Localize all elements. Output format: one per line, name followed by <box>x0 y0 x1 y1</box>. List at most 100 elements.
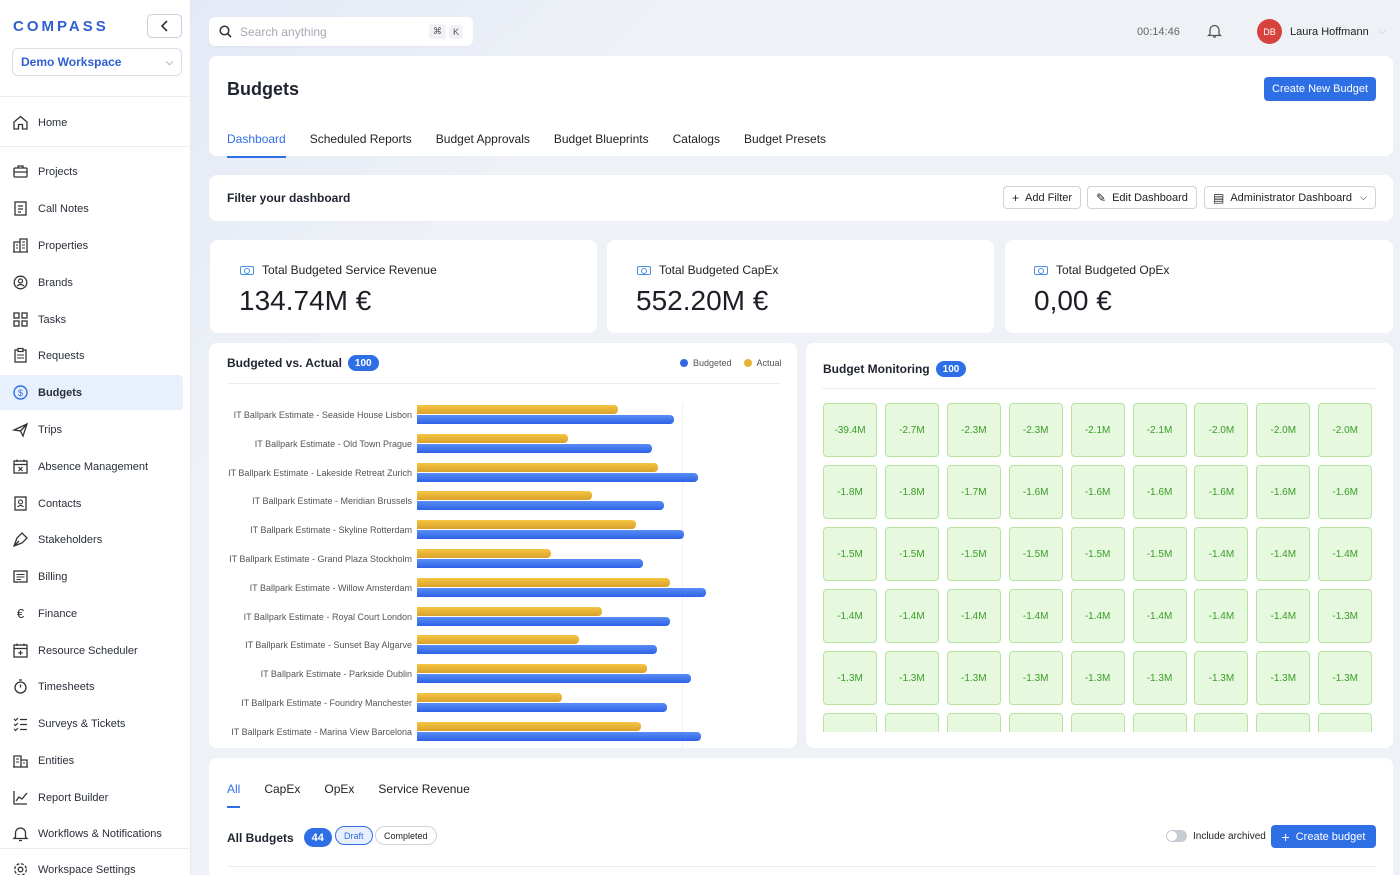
monitoring-tile[interactable]: -1.3M <box>1318 651 1373 705</box>
monitoring-tile[interactable]: -1.7M <box>946 465 1001 519</box>
monitoring-tile[interactable]: -1.3M <box>1256 651 1311 705</box>
tab-catalogs[interactable]: Catalogs <box>672 132 720 146</box>
bar-actual[interactable] <box>417 693 562 702</box>
monitoring-tile[interactable]: -1.4M <box>1318 527 1373 581</box>
include-archived-toggle[interactable] <box>1166 830 1187 842</box>
edit-dashboard-button[interactable]: ✎ Edit Dashboard <box>1087 186 1197 209</box>
monitoring-tile[interactable] <box>1318 713 1373 732</box>
bar-budgeted[interactable] <box>417 731 701 741</box>
monitoring-tile[interactable]: -1.4M <box>1194 527 1249 581</box>
bar-budgeted[interactable] <box>417 674 691 684</box>
monitoring-tile[interactable]: -1.8M <box>884 465 939 519</box>
bar-actual[interactable] <box>417 721 642 731</box>
search-box[interactable]: Search anything ⌘ K <box>209 17 473 46</box>
bar-budgeted[interactable] <box>417 530 684 540</box>
bar-actual[interactable] <box>417 549 552 558</box>
monitoring-tile[interactable]: -1.8M <box>823 465 877 519</box>
bar-actual[interactable] <box>417 491 593 501</box>
tab-service-revenue[interactable]: Service Revenue <box>378 782 470 796</box>
workspace-select[interactable]: Demo Workspace ⌵ <box>12 48 182 76</box>
monitoring-tile[interactable]: -2.1M <box>1132 403 1187 457</box>
sidebar-item-call-notes[interactable]: Call Notes <box>0 191 183 226</box>
sidebar-item-contacts[interactable]: Contacts <box>0 486 183 521</box>
monitoring-tile[interactable]: -2.7M <box>884 403 939 457</box>
bar-budgeted[interactable] <box>417 501 664 511</box>
sidebar-item-tasks[interactable]: Tasks <box>0 302 183 337</box>
tab-capex[interactable]: CapEx <box>264 782 301 796</box>
monitoring-tile[interactable] <box>823 713 877 732</box>
bar-actual[interactable] <box>417 405 618 414</box>
monitoring-tile[interactable]: -1.6M <box>1194 465 1249 519</box>
dashboard-select[interactable]: ▤ Administrator Dashboard ⌵ <box>1204 186 1376 209</box>
monitoring-tile[interactable]: -1.4M <box>884 589 939 643</box>
monitoring-tile[interactable]: -1.3M <box>1318 589 1373 643</box>
sidebar-item-workspace-settings[interactable]: Workspace Settings <box>0 852 183 875</box>
monitoring-tile[interactable]: -1.4M <box>1070 589 1125 643</box>
tab-all[interactable]: All <box>227 782 241 808</box>
monitoring-tile[interactable] <box>1132 713 1187 732</box>
create-new-budget-button[interactable]: Create New Budget <box>1264 77 1376 101</box>
monitoring-tile[interactable]: -1.3M <box>946 651 1001 705</box>
bar-budgeted[interactable] <box>417 645 657 655</box>
monitoring-tile[interactable]: -1.5M <box>1070 527 1125 581</box>
monitoring-tile[interactable]: -1.4M <box>1132 589 1187 643</box>
app-logo[interactable]: COMPASS <box>13 18 109 35</box>
monitoring-tile[interactable]: -2.0M <box>1256 403 1311 457</box>
monitoring-tile[interactable]: -1.4M <box>1194 589 1249 643</box>
monitoring-tile[interactable]: -1.4M <box>1256 527 1311 581</box>
bar-budgeted[interactable] <box>417 443 652 453</box>
monitoring-tile[interactable]: -1.6M <box>1318 465 1373 519</box>
bar-budgeted[interactable] <box>417 415 674 424</box>
monitoring-tile[interactable]: -1.6M <box>1256 465 1311 519</box>
monitoring-tile[interactable]: -1.4M <box>946 589 1001 643</box>
create-budget-button[interactable]: + Create budget <box>1271 825 1376 848</box>
monitoring-tile[interactable]: -1.3M <box>884 651 939 705</box>
tab-opex[interactable]: OpEx <box>324 782 355 796</box>
sidebar-item-properties[interactable]: Properties <box>0 228 183 263</box>
bar-actual[interactable] <box>417 606 603 616</box>
sidebar-item-workflows-notifications[interactable]: Workflows & Notifications <box>0 816 183 851</box>
monitoring-tile[interactable]: -1.6M <box>1132 465 1187 519</box>
monitoring-tile[interactable] <box>1070 713 1125 732</box>
monitoring-tile[interactable]: -1.5M <box>946 527 1001 581</box>
monitoring-tile[interactable]: -1.3M <box>1194 651 1249 705</box>
bar-budgeted[interactable] <box>417 559 644 568</box>
monitoring-tile[interactable]: -1.4M <box>823 589 877 643</box>
sidebar-item-trips[interactable]: Trips <box>0 412 183 447</box>
bar-budgeted[interactable] <box>417 616 671 626</box>
monitoring-tile[interactable] <box>946 713 1001 732</box>
sidebar-item-absence-management[interactable]: Absence Management <box>0 449 183 484</box>
notifications-bell-icon[interactable] <box>1206 23 1223 42</box>
sidebar-item-entities[interactable]: Entities <box>0 743 183 778</box>
search-input[interactable]: Search anything <box>240 24 327 39</box>
monitoring-tile[interactable]: -1.5M <box>1132 527 1187 581</box>
monitoring-tile[interactable]: -2.3M <box>1008 403 1063 457</box>
monitoring-tile[interactable]: -1.3M <box>823 651 877 705</box>
monitoring-tile[interactable]: -1.5M <box>884 527 939 581</box>
sidebar-item-stakeholders[interactable]: Stakeholders <box>0 522 183 557</box>
sidebar-item-report-builder[interactable]: Report Builder <box>0 780 183 815</box>
monitoring-tile[interactable]: -1.5M <box>823 527 877 581</box>
monitoring-tile[interactable]: -1.3M <box>1070 651 1125 705</box>
monitoring-tile[interactable] <box>1256 713 1311 732</box>
bar-budgeted[interactable] <box>417 587 706 597</box>
tab-scheduled-reports[interactable]: Scheduled Reports <box>309 132 412 146</box>
monitoring-tile[interactable]: -1.3M <box>1132 651 1187 705</box>
monitoring-tile[interactable]: -1.5M <box>1008 527 1063 581</box>
monitoring-tile[interactable]: -2.0M <box>1318 403 1373 457</box>
sidebar-item-requests[interactable]: Requests <box>0 338 183 373</box>
user-menu[interactable]: DB Laura Hoffmann ⌵ <box>1257 19 1386 44</box>
monitoring-tile[interactable]: -2.3M <box>946 403 1001 457</box>
monitoring-tile[interactable] <box>884 713 939 732</box>
sidebar-item-brands[interactable]: Brands <box>0 265 183 300</box>
collapse-sidebar-button[interactable] <box>147 14 182 38</box>
filter-chip-completed[interactable]: Completed <box>375 826 437 845</box>
monitoring-tile[interactable]: -1.6M <box>1008 465 1063 519</box>
bar-actual[interactable] <box>417 635 579 645</box>
monitoring-tile[interactable]: -1.4M <box>1256 589 1311 643</box>
bar-actual[interactable] <box>417 433 569 443</box>
sidebar-item-timesheets[interactable]: Timesheets <box>0 669 183 704</box>
sidebar-item-finance[interactable]: € Finance <box>0 596 183 631</box>
sidebar-item-projects[interactable]: Projects <box>0 154 183 189</box>
add-filter-button[interactable]: + Add Filter <box>1003 186 1082 209</box>
